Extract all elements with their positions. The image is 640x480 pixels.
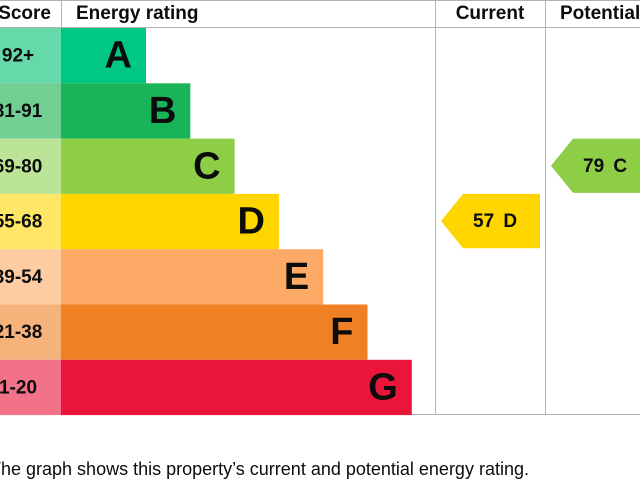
rating-bar bbox=[61, 193, 279, 250]
rating-bar bbox=[61, 359, 412, 416]
header-rating: Energy rating bbox=[76, 3, 198, 24]
score-range: 81-91 bbox=[0, 101, 43, 122]
rating-bar bbox=[61, 28, 146, 84]
current-label: 57 D bbox=[473, 211, 517, 232]
score-range: 92+ bbox=[2, 46, 34, 67]
score-range: 21-38 bbox=[0, 322, 42, 343]
score-cell bbox=[0, 304, 61, 360]
score-cell bbox=[0, 193, 61, 250]
header-current: Current bbox=[456, 3, 525, 24]
rating-letter: D bbox=[237, 201, 264, 243]
header-potential: Potential bbox=[560, 3, 640, 24]
score-range: 1-20 bbox=[0, 377, 37, 398]
score-cell bbox=[0, 138, 61, 194]
potential-label: 79 C bbox=[583, 156, 627, 177]
rating-bar bbox=[61, 304, 368, 360]
potential-value: 79 bbox=[583, 156, 604, 177]
header-score: Score bbox=[0, 3, 51, 24]
rating-letter: C bbox=[193, 145, 220, 187]
rating-bar bbox=[61, 249, 324, 305]
caption: The graph shows this property’s current … bbox=[0, 459, 529, 479]
score-range: 39-54 bbox=[0, 267, 43, 288]
rating-letter: A bbox=[105, 35, 132, 77]
rating-letter: G bbox=[368, 366, 398, 408]
score-cell bbox=[0, 28, 61, 84]
rating-bar bbox=[61, 83, 191, 139]
score-cell bbox=[0, 249, 61, 305]
score-range: 69-80 bbox=[0, 156, 42, 177]
potential-arrow bbox=[551, 138, 640, 193]
score-cell bbox=[0, 359, 61, 416]
rating-bar bbox=[61, 138, 235, 194]
potential-band: C bbox=[613, 156, 627, 177]
rating-letter: F bbox=[330, 311, 353, 353]
current-value: 57 bbox=[473, 211, 494, 232]
score-range: 55-68 bbox=[0, 212, 42, 233]
current-band: D bbox=[503, 211, 517, 232]
rating-letter: E bbox=[284, 256, 309, 298]
current-arrow bbox=[441, 193, 540, 249]
score-cell bbox=[0, 83, 61, 139]
rating-letter: B bbox=[149, 90, 176, 132]
